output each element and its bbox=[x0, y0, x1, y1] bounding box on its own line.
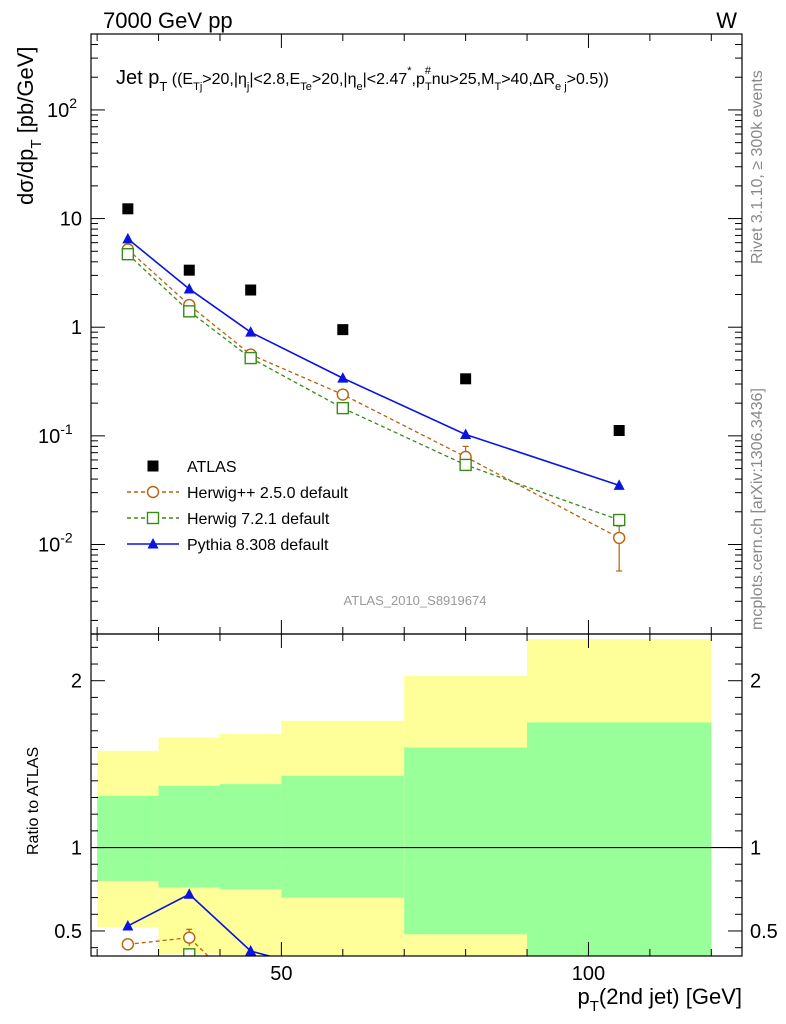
band-inner-4 bbox=[404, 747, 528, 935]
mcplots-label: mcplots.cern.ch [arXiv:1306.3436] bbox=[749, 388, 766, 630]
data-point-herwig7-3 bbox=[336, 401, 350, 415]
band-inner-2 bbox=[219, 784, 282, 890]
legend-label-herwig7: Herwig 7.2.1 default bbox=[187, 511, 330, 528]
main-y-tick-label-2: 1 bbox=[71, 317, 82, 339]
data-point-herwig7-0 bbox=[121, 247, 135, 261]
legend-label-atlas: ATLAS bbox=[187, 459, 237, 476]
analysis-watermark: ATLAS_2010_S8919674 bbox=[344, 593, 487, 608]
ratio-point-pythia-1 bbox=[183, 888, 195, 899]
data-point-atlas-5 bbox=[613, 425, 625, 437]
band-inner-3 bbox=[281, 775, 405, 898]
ratio-y-tick-label-right-2: 2 bbox=[750, 671, 761, 693]
legend-marker-atlas bbox=[147, 460, 159, 472]
data-point-pythia-3 bbox=[337, 372, 349, 383]
data-point-atlas-3 bbox=[337, 324, 349, 336]
x-tick-label-0: 50 bbox=[270, 963, 292, 985]
main-y-tick-label-3: 10 bbox=[60, 209, 82, 231]
ratio-point-pythia-0 bbox=[122, 919, 134, 931]
data-point-pythia-4 bbox=[460, 428, 472, 439]
main-y-tick-label-1: 10-1 bbox=[38, 421, 73, 448]
data-point-atlas-0 bbox=[122, 203, 134, 215]
main-panel: 10-2 10-1 1 10 102 Jet pT ((ETj>20,|ηj|<2.8,… bbox=[13, 33, 743, 635]
ratio-line-pythia bbox=[127, 893, 273, 956]
rivet-version-label: Rivet 3.1.10, ≥ 300k events bbox=[749, 70, 766, 264]
ratio-line-herwig7 bbox=[188, 953, 194, 956]
band-inner-0 bbox=[97, 795, 159, 881]
data-point-pythia-0 bbox=[122, 232, 134, 244]
ratio-y-tick-label-right-1: 1 bbox=[750, 838, 761, 860]
data-point-pythia-5 bbox=[613, 479, 625, 490]
ratio-axis-ticks: 0.5 0.5 1 1 2 2 50 100 bbox=[54, 634, 778, 985]
legend: ATLAS Herwig++ 2.5.0 default Herwig 7.2.1 … bbox=[127, 459, 349, 554]
data-point-herwig7-4 bbox=[459, 458, 472, 472]
legend-label-pythia: Pythia 8.308 default bbox=[187, 537, 329, 554]
ratio-y-tick-label-right-0: 0.5 bbox=[750, 921, 778, 943]
ratio-frame bbox=[90, 633, 743, 957]
process-label: W bbox=[716, 8, 737, 33]
ratio-y-tick-label-left-2: 2 bbox=[71, 671, 82, 693]
main-plot-area bbox=[121, 203, 626, 572]
series-line-herwig7 bbox=[127, 253, 620, 521]
legend-marker-herwig7 bbox=[146, 511, 160, 525]
ratio-plot-area bbox=[121, 888, 273, 956]
data-point-pythia-1 bbox=[183, 282, 195, 294]
series-line-pythia bbox=[127, 238, 620, 487]
data-point-herwigpp-3 bbox=[336, 388, 350, 401]
x-tick-label-1: 100 bbox=[572, 963, 605, 985]
legend-marker-herwigpp bbox=[146, 485, 160, 499]
main-y-axis-label: dσ/dpT [pb/GeV] bbox=[13, 46, 45, 205]
band-inner-5 bbox=[527, 722, 712, 956]
ratio-panel: 0.5 0.5 1 1 2 2 50 100 Ratio to ATLAS pT(2nd je… bbox=[25, 633, 778, 1015]
data-point-herwig7-2 bbox=[244, 351, 257, 365]
data-point-atlas-4 bbox=[460, 373, 472, 385]
plot-title: Jet pT ((ETj>20,|ηj|<2.8,ETe>20,|ηe|<2.4… bbox=[116, 65, 609, 94]
band-inner-1 bbox=[158, 785, 220, 888]
data-point-atlas-1 bbox=[183, 264, 195, 276]
main-y-tick-label-0: 10-2 bbox=[38, 529, 73, 556]
x-axis-label: pT(2nd jet) [GeV] bbox=[578, 984, 743, 1015]
series-line-herwigpp bbox=[127, 248, 620, 539]
energy-label: 7000 GeV pp bbox=[103, 8, 233, 33]
data-point-herwig7-1 bbox=[183, 305, 196, 318]
ratio-uncertainty-bands bbox=[91, 639, 742, 956]
main-axis-ticks: 10-2 10-1 1 10 102 bbox=[38, 33, 742, 634]
main-y-tick-label-4: 102 bbox=[47, 95, 77, 122]
legend-label-herwigpp: Herwig++ 2.5.0 default bbox=[187, 485, 349, 502]
legend-marker-pythia bbox=[147, 538, 159, 549]
ratio-point-herwigpp-0 bbox=[121, 938, 135, 951]
data-point-herwig7-5 bbox=[612, 513, 626, 527]
ratio-y-axis-label: Ratio to ATLAS bbox=[25, 747, 42, 855]
ratio-y-tick-label-left-0: 0.5 bbox=[54, 921, 82, 943]
data-point-atlas-2 bbox=[245, 284, 257, 296]
ratio-y-tick-label-left-1: 1 bbox=[71, 838, 82, 860]
data-point-pythia-2 bbox=[245, 326, 257, 337]
ratio-point-herwig7-0 bbox=[183, 948, 196, 956]
ratio-point-herwigpp-1 bbox=[183, 931, 196, 944]
data-point-herwigpp-5 bbox=[612, 531, 626, 545]
ratio-point-pythia-2 bbox=[245, 944, 257, 956]
